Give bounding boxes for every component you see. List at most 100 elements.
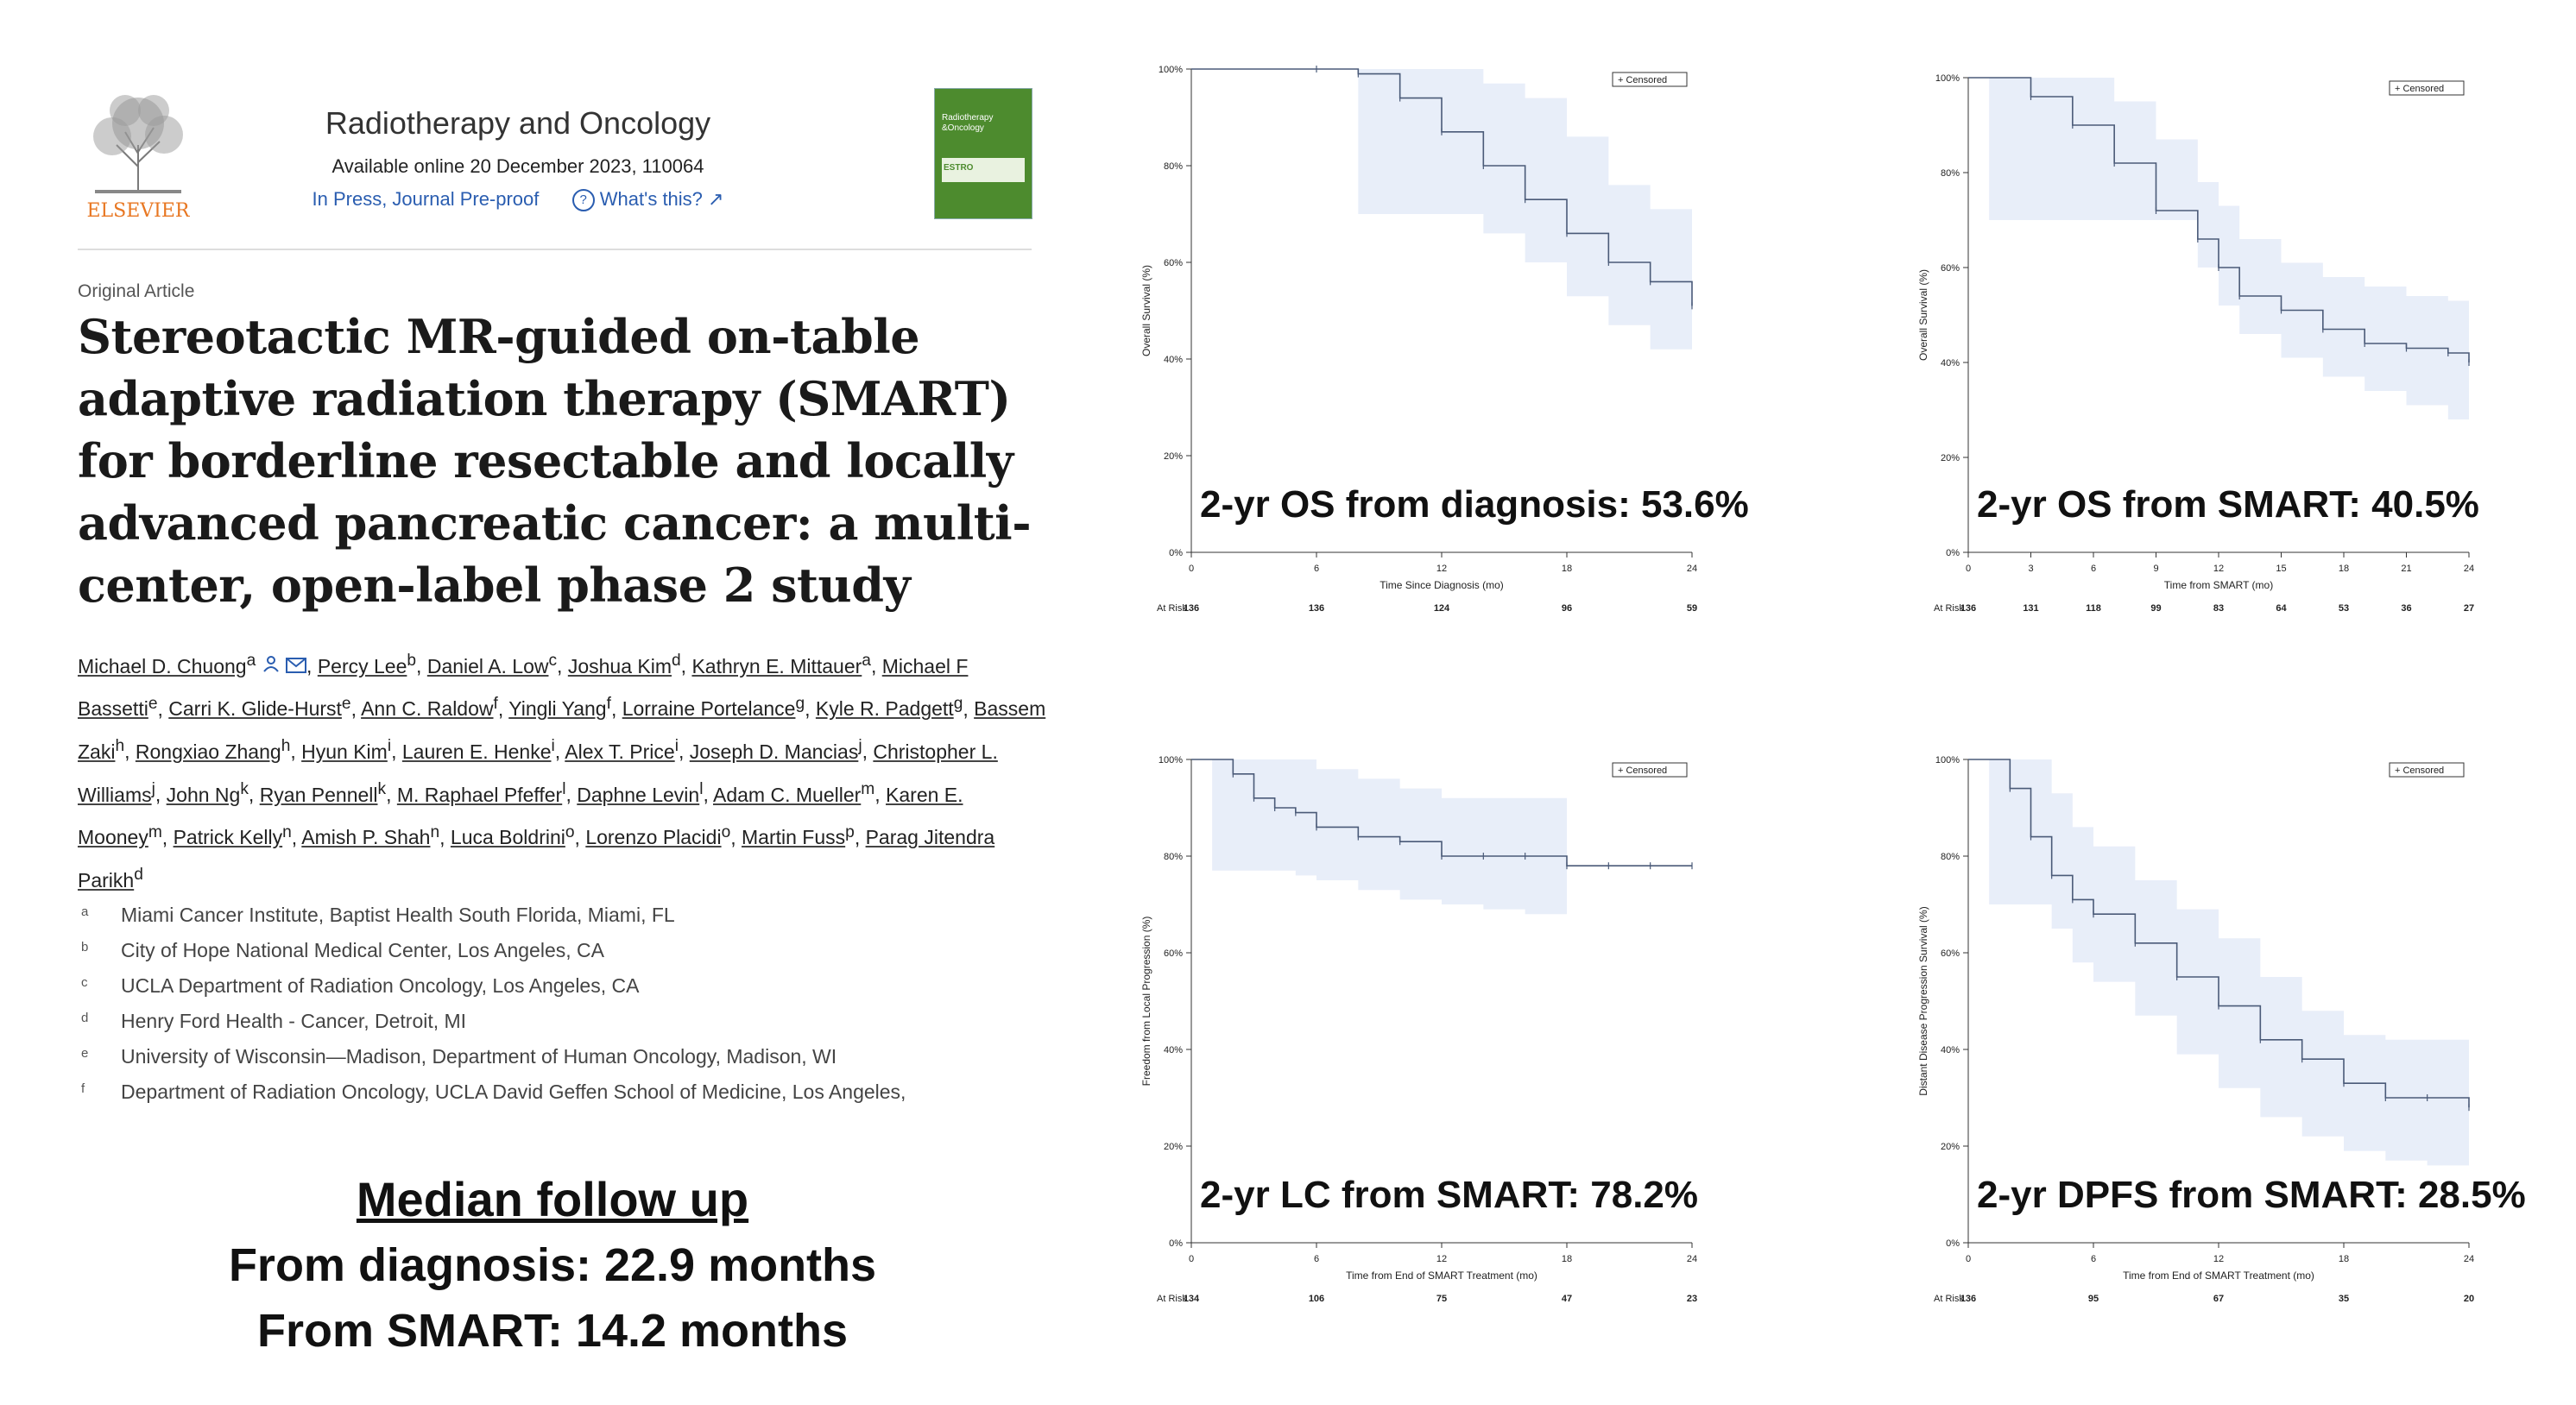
- author-link[interactable]: Ryan Pennell: [259, 783, 378, 806]
- author-link[interactable]: Lorenzo Placidi: [585, 826, 722, 849]
- x-tick-label: 3: [2028, 564, 2033, 574]
- affiliation-item: a Miami Cancer Institute, Baptist Health …: [81, 898, 1045, 933]
- x-tick-label: 6: [1314, 564, 1319, 574]
- author-affiliation-mark: g: [795, 694, 805, 713]
- author-link[interactable]: Ann C. Raldow: [361, 697, 494, 721]
- author-link[interactable]: Christopher L. Williams: [78, 740, 998, 806]
- at-risk-label: At Risk: [1157, 603, 1187, 614]
- x-tick-label: 0: [1966, 1254, 1971, 1264]
- journal-cover[interactable]: Radiotherapy &Oncology ESTRO: [934, 88, 1032, 219]
- author-link[interactable]: Lorraine Portelance: [622, 697, 796, 721]
- author-affiliation-mark: a: [862, 652, 871, 670]
- author-affiliation-mark: m: [148, 822, 162, 841]
- x-tick-label: 6: [2091, 564, 2096, 574]
- x-tick-label: 9: [2153, 564, 2158, 574]
- at-risk-value: 75: [1436, 1294, 1447, 1304]
- legend-box: [2389, 80, 2465, 96]
- author-link[interactable]: Luca Boldrini: [450, 826, 565, 849]
- legend: + Censored: [2389, 762, 2465, 778]
- affiliation-mark: c: [81, 975, 88, 990]
- elsevier-logo[interactable]: ELSEVIER: [78, 85, 199, 223]
- at-risk-value: 27: [2464, 603, 2474, 614]
- author-link[interactable]: M. Raphael Pfeffer: [396, 783, 563, 806]
- author-link[interactable]: Michael F Bassetti: [78, 654, 969, 721]
- author-link[interactable]: Martin Fuss: [742, 826, 846, 849]
- at-risk-value: 20: [2464, 1294, 2474, 1304]
- author-link[interactable]: Amish P. Shah: [301, 826, 431, 849]
- author-affiliation-mark: i: [551, 737, 555, 756]
- author-link[interactable]: Joshua Kim: [567, 654, 672, 677]
- press-status: In Press, Journal Pre-proof ? What's thi…: [259, 188, 777, 212]
- author-affiliation-mark: g: [953, 694, 963, 713]
- external-arrow-icon: ↗: [708, 188, 724, 210]
- y-tick-label: 100%: [1159, 755, 1183, 766]
- author-affiliation-mark: f: [606, 694, 611, 713]
- x-tick-label: 24: [1687, 1254, 1697, 1264]
- author-link[interactable]: Adam C. Mueller: [713, 783, 862, 806]
- author-link[interactable]: Carri K. Glide-Hurst: [168, 697, 342, 721]
- help-circle-icon[interactable]: ?: [571, 189, 595, 212]
- x-tick-label: 24: [1687, 564, 1697, 574]
- elsevier-tree-icon: ELSEVIER: [86, 95, 191, 222]
- author-affiliation-mark: k: [377, 779, 387, 798]
- followup-diagnosis: From diagnosis: 22.9 months: [228, 1239, 877, 1291]
- y-axis-label: Overall Survival (%): [1917, 269, 1929, 361]
- y-tick-label: 40%: [1164, 355, 1183, 365]
- survival-curve: [1968, 759, 2470, 1108]
- author-affiliation-mark: n: [282, 822, 292, 841]
- x-tick-label: 0: [1189, 1254, 1194, 1264]
- x-tick-label: 0: [1966, 564, 1971, 574]
- author-link[interactable]: Yingli Yang: [508, 697, 607, 721]
- person-icon[interactable]: [256, 655, 286, 677]
- journal-title[interactable]: Radiotherapy and Oncology: [325, 105, 711, 141]
- author-link[interactable]: Joseph D. Mancias: [689, 740, 859, 763]
- author-link[interactable]: Hyun Kim: [301, 740, 388, 763]
- whats-this-link[interactable]: What's this?: [599, 188, 703, 210]
- author-affiliation-mark: a: [246, 652, 256, 670]
- y-tick-label: 80%: [1941, 168, 1960, 179]
- author-affiliation-mark: l: [562, 779, 566, 798]
- author-link[interactable]: Rongxiao Zhang: [135, 740, 281, 763]
- affiliation-list: a Miami Cancer Institute, Baptist Health …: [81, 898, 1045, 1110]
- author-link[interactable]: Daniel A. Low: [426, 654, 549, 677]
- author-link[interactable]: Kyle R. Padgett: [815, 697, 954, 721]
- affiliation-item: f Department of Radiation Oncology, UCLA …: [81, 1074, 1045, 1110]
- cover-band: ESTRO: [942, 158, 1025, 182]
- author-link[interactable]: Alex T. Price: [565, 740, 675, 763]
- at-risk-value: 83: [2213, 603, 2224, 614]
- x-tick-label: 0: [1189, 564, 1194, 574]
- at-risk-value: 47: [1562, 1294, 1572, 1304]
- x-tick-label: 24: [2464, 564, 2474, 574]
- author-link[interactable]: Percy Lee: [317, 654, 407, 677]
- y-axis-label: Overall Survival (%): [1140, 265, 1152, 356]
- email-icon[interactable]: [286, 655, 307, 677]
- at-risk-value: 134: [1184, 1294, 1200, 1304]
- affiliation-item: d Henry Ford Health - Cancer, Detroit, MI: [81, 1004, 1045, 1039]
- x-tick-label: 18: [2339, 564, 2349, 574]
- affiliation-mark: e: [81, 1046, 89, 1061]
- affiliation-item: b City of Hope National Medical Center, L…: [81, 933, 1045, 968]
- y-tick-label: 20%: [1941, 453, 1960, 463]
- author-link[interactable]: Lauren E. Henke: [401, 740, 552, 763]
- author-affiliation-mark: e: [341, 694, 351, 713]
- at-risk-value: 53: [2339, 603, 2349, 614]
- author-link[interactable]: Daphne Levin: [577, 783, 700, 806]
- y-tick-label: 100%: [1159, 65, 1183, 75]
- author-affiliation-mark: i: [387, 737, 392, 756]
- affiliation-text: University of Wisconsin—Madison, Departm…: [121, 1045, 837, 1068]
- y-tick-label: 60%: [1941, 263, 1960, 274]
- author-link[interactable]: John Ng: [166, 783, 241, 806]
- at-risk-value: 67: [2213, 1294, 2224, 1304]
- author-link[interactable]: Patrick Kelly: [173, 826, 283, 849]
- confidence-band: [1968, 759, 2469, 1166]
- author-link[interactable]: Kathryn E. Mittauer: [691, 654, 862, 677]
- author-link[interactable]: Bassem Zaki: [78, 697, 1046, 763]
- author-affiliation-mark: d: [672, 652, 681, 670]
- author-link[interactable]: Karen E. Mooney: [78, 783, 963, 849]
- author-link[interactable]: Parag Jitendra Parikh: [78, 826, 995, 892]
- x-tick-label: 12: [1436, 1254, 1447, 1264]
- at-risk-value: 131: [2023, 603, 2038, 614]
- in-press-link[interactable]: In Press, Journal Pre-proof: [312, 188, 540, 210]
- svg-text:ELSEVIER: ELSEVIER: [86, 200, 190, 222]
- author-link[interactable]: Michael D. Chuong: [78, 654, 247, 677]
